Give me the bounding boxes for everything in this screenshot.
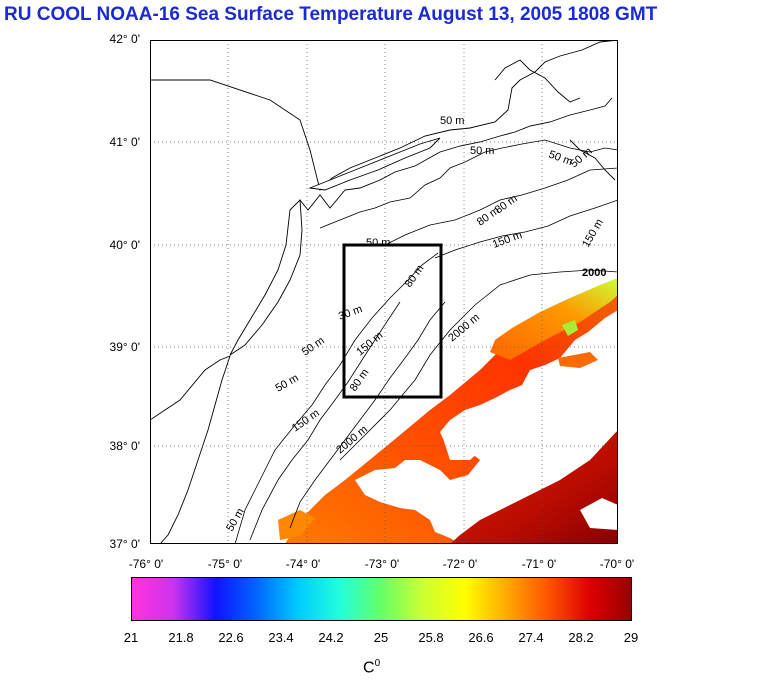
sst-map: 50 m 50 m 50 m 50 m 50 m 50 m 50 m 80 m …: [150, 40, 618, 544]
chart-title: RU COOL NOAA-16 Sea Surface Temperature …: [4, 4, 658, 25]
sst-swath-ne: [490, 278, 618, 360]
land: [150, 40, 618, 544]
isobath-label: 50 m: [440, 115, 464, 127]
lat-label-40: 40° 0': [109, 238, 140, 252]
sst-patch-southwest: [278, 510, 315, 540]
isobath-label: 50 m: [470, 145, 494, 157]
colorbar-tick: 25.8: [418, 630, 444, 645]
map-grid: [150, 40, 618, 544]
lat-label-37: 37° 0': [109, 537, 140, 551]
colorbar-tick: 27.4: [518, 630, 544, 645]
colorbar-tick: 26.6: [468, 630, 494, 645]
new-england-coast: [150, 40, 618, 191]
delmarva-coast: [150, 355, 231, 544]
isobath-shelf-inner: [249, 301, 401, 541]
lon-label-74: -74° 0': [285, 557, 321, 571]
unit-symbol: C: [363, 659, 375, 677]
study-box: [342, 243, 443, 399]
colorbar-tick: 29: [623, 630, 639, 645]
lon-label-73: -73° 0': [364, 557, 400, 571]
isobath-shelf-mid: [289, 301, 446, 529]
colorbar-tick: 23.4: [268, 630, 294, 645]
colorbar-tick: 25: [373, 630, 389, 645]
lon-label-75: -75° 0': [207, 557, 243, 571]
lat-label-41: 41° 0': [109, 135, 140, 149]
lon-label-72: -72° 0': [442, 557, 478, 571]
colorbar-unit: C0: [363, 658, 380, 677]
coastline-detail: [299, 59, 616, 211]
isobaths: [234, 139, 618, 544]
sst-patch-east: [558, 352, 598, 368]
colorbar-tick: 22.6: [218, 630, 244, 645]
map-frame: [150, 40, 618, 544]
sst-patch-green: [562, 320, 578, 336]
colorbar-tick: 21: [123, 630, 139, 645]
lat-label-42: 42° 0': [109, 32, 140, 46]
sst-swath-dark: [450, 430, 618, 544]
isobath-150m: [434, 199, 618, 259]
isobath-2000m: [339, 269, 618, 461]
cloud-gap: [580, 498, 618, 530]
lon-label-70: -70° 0': [599, 557, 635, 571]
isobath-80m: [384, 167, 618, 246]
lon-label-71: -71° 0': [521, 557, 557, 571]
lat-label-39: 39° 0': [109, 340, 140, 354]
lat-label-38: 38° 0': [109, 439, 140, 453]
colorbar: [131, 577, 632, 621]
isobath-label: 2000: [582, 267, 606, 279]
colorbar-tick: 21.8: [168, 630, 194, 645]
cloud-gap: [442, 435, 495, 460]
colorbar-tick: 24.2: [318, 630, 344, 645]
isobath-shelf-south: [234, 252, 439, 544]
lon-label-76: -76° 0': [128, 557, 164, 571]
unit-superscript: 0: [374, 658, 381, 669]
sst-swath-main: [285, 280, 618, 544]
isobath-label: 50 m: [366, 237, 390, 249]
new-jersey-coast: [229, 198, 303, 356]
sst-field: [278, 278, 618, 544]
colorbar-tick: 28.2: [568, 630, 594, 645]
long-island: [308, 137, 441, 191]
isobath-50m: [319, 139, 618, 229]
